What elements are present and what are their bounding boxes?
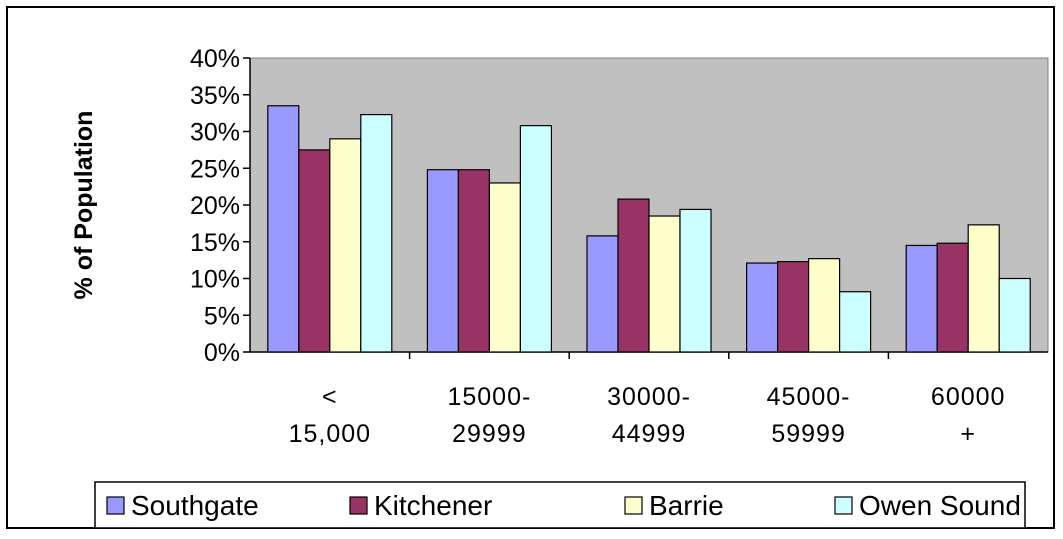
x-tick-label: 29999 [452, 420, 527, 448]
x-tick-label: 59999 [771, 420, 846, 448]
legend-swatch [349, 496, 368, 515]
bar-kitchener-4 [936, 242, 969, 353]
bar-southgate-1 [426, 169, 459, 353]
x-tick-label: 44999 [612, 420, 687, 448]
y-tick-label: 20% [190, 192, 240, 220]
bar-owen-sound-2 [679, 208, 712, 353]
y-tick-label: 40% [190, 45, 240, 73]
x-tick-label: + [960, 420, 976, 448]
x-tick-label: 15000- [447, 383, 531, 411]
x-tick-label: 30000- [607, 383, 691, 411]
bar-kitchener-2 [617, 198, 650, 353]
x-tick-label: < [322, 383, 338, 411]
legend-label: Southgate [131, 490, 259, 521]
bar-barrie-1 [488, 182, 521, 353]
legend-label: Owen Sound [859, 490, 1021, 521]
bar-southgate-0 [267, 105, 300, 353]
x-tick-label: 60000 [931, 383, 1006, 411]
bar-barrie-4 [967, 224, 1000, 353]
bar-southgate-4 [905, 244, 938, 353]
bar-barrie-3 [807, 258, 841, 353]
bar-owen-sound-3 [838, 291, 872, 353]
bar-barrie-0 [329, 138, 362, 353]
legend-swatch [834, 496, 853, 515]
y-tick-label: 5% [204, 302, 240, 330]
x-tick-label: 45000- [767, 383, 851, 411]
y-tick-label: 30% [190, 119, 240, 147]
bar-kitchener-0 [298, 149, 331, 353]
y-tick-label: 25% [190, 155, 240, 183]
bar-southgate-3 [745, 262, 779, 353]
legend-label: Barrie [649, 490, 724, 521]
legend-label: Kitchener [374, 490, 492, 521]
bar-owen-sound-0 [360, 113, 393, 353]
bar-southgate-2 [586, 235, 619, 353]
bar-kitchener-1 [457, 169, 490, 353]
x-tick-label: 15,000 [289, 420, 371, 448]
y-tick-label: 35% [190, 82, 240, 110]
y-axis-label: % of Population [70, 111, 98, 300]
bar-owen-sound-4 [998, 277, 1031, 353]
legend-box [94, 481, 1026, 529]
legend-swatch [624, 496, 643, 515]
legend-swatch [106, 496, 125, 515]
bar-kitchener-3 [776, 260, 810, 353]
y-tick-label: 10% [190, 266, 240, 294]
bar-barrie-2 [648, 215, 681, 353]
bar-owen-sound-1 [519, 125, 553, 353]
y-tick-label: 0% [204, 339, 240, 367]
y-tick-label: 15% [190, 229, 240, 257]
